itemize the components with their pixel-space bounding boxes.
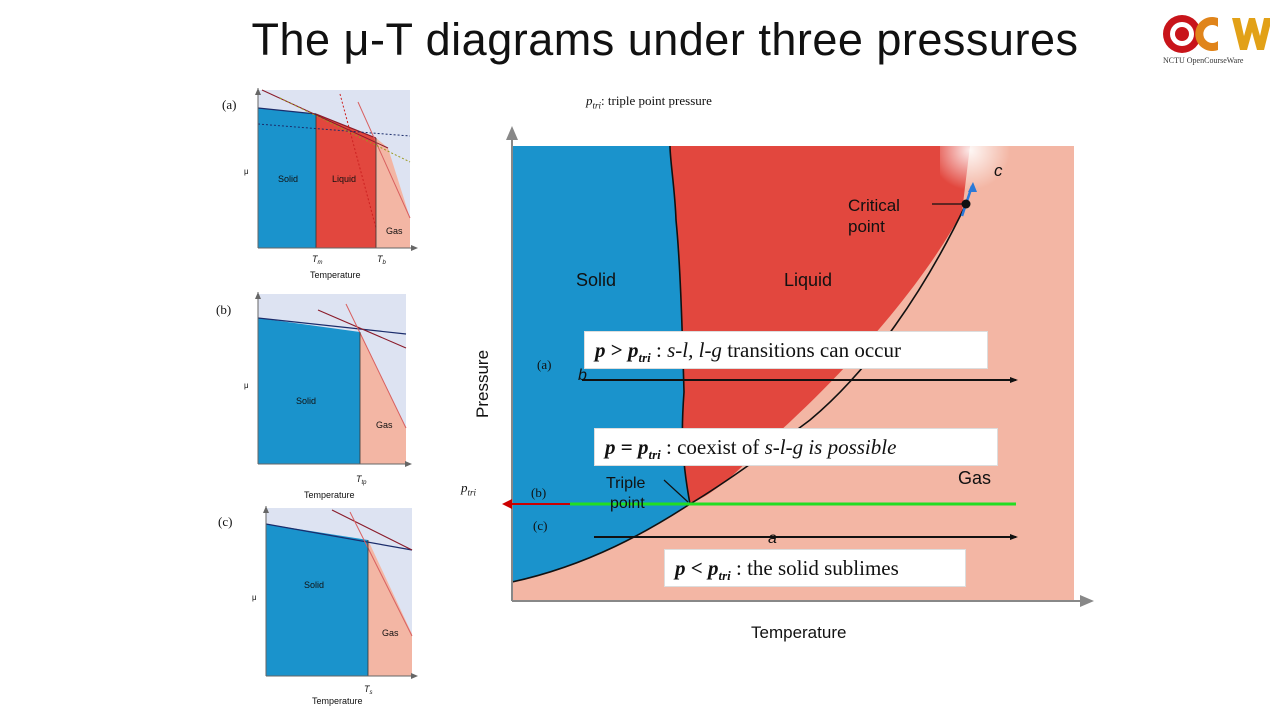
tick-tm: Tm [312,254,323,266]
slide-title: The μ-T diagrams under three pressures [251,14,1079,65]
box-equal-op: = [615,435,638,459]
ptri-axis-p: p [461,480,468,495]
x-axis-label: Temperature [312,696,363,706]
box-below-op: < [685,556,708,580]
box-equal-sub: tri [648,447,661,463]
tick-tb-sub: b [383,260,387,266]
box-equal-rest2: is possible [803,435,897,459]
box-below-p: p [675,556,686,580]
box-above-p: p [595,338,606,362]
mu-t-diagram-c: Solid Gas μ Ts Temperature [252,506,418,706]
triple-label-2: point [610,495,645,512]
ocw-logo [1163,15,1270,53]
region-solid: Solid [304,580,324,590]
ptri-axis-label: ptri [461,480,476,498]
box-equal-p: p [605,435,616,459]
c-label: c [994,161,1003,180]
box-above-rest1: : [650,338,668,362]
y-axis-label: Pressure [473,350,492,418]
tick-ts: Ts [364,684,373,696]
box-equal-rest1: : coexist of [660,435,765,459]
line-label-a: (a) [537,357,552,372]
box-p-less: p < ptri : the solid sublimes [664,549,966,587]
diagram-c-label: (c) [218,514,233,529]
critical-label-1: Critical [848,196,900,215]
y-axis-label: μ [244,381,249,390]
box-above-ptri: p [627,338,639,362]
box-equal-slg: s-l-g [764,435,804,459]
tick-tm-sub: m [318,260,323,266]
note-text: : triple point pressure [601,93,712,108]
label-solid: Solid [576,270,616,290]
y-axis-label: μ [244,167,249,176]
x-axis-label: Temperature [304,490,355,500]
critical-label-2: point [848,217,885,236]
x-axis-label: Temperature [310,270,361,280]
region-gas: Gas [386,226,403,236]
tick-tb: Tb [377,254,387,266]
box-p-equal: p = ptri : coexist of s-l-g is possible [594,428,998,466]
tick-ts-sub: s [370,690,373,696]
region-solid: Solid [296,396,316,406]
tick-ttp-sub: tp [362,480,368,486]
tick-ttp: Ttp [356,474,367,486]
triple-label-1: Triple [606,475,646,492]
diagram-b-label: (b) [216,302,232,317]
box-below-ptri: p [707,556,719,580]
box-below-sub: tri [718,568,731,584]
diagram-a-label: (a) [222,97,237,112]
region-solid: Solid [278,174,298,184]
mu-t-diagram-a: Solid Liquid Gas μ Tm Tb Temperature [244,88,418,280]
b-label: b [578,367,587,384]
phase-diagram: Solid Liquid Gas Critical point c Triple… [473,126,1094,642]
tick-tb-t: T [377,254,384,264]
x-axis-label: Temperature [751,623,846,642]
a-label: a [768,530,777,547]
box-p-greater: p > ptri : s-l, l-g transitions can occu… [584,331,988,369]
box-above-sl: s-l, l-g [667,338,722,362]
region-liquid: Liquid [332,174,356,184]
line-label-b: (b) [531,485,547,500]
box-equal-ptri: p [637,435,649,459]
box-below-rest1: : the solid sublimes [730,556,899,580]
note-symbol: p [586,93,593,108]
box-above-sub: tri [638,350,651,366]
box-above-rest2: transitions can occur [721,338,901,362]
logo-caption: NCTU OpenCourseWare [1163,56,1244,65]
note-sub: tri [592,100,602,111]
liquid-region [670,146,970,504]
y-axis-label: μ [252,593,257,602]
label-gas: Gas [958,468,991,488]
region-gas: Gas [382,628,399,638]
line-label-c: (c) [533,518,548,533]
tick-ttp-t: T [356,474,363,484]
region-gas: Gas [376,420,393,430]
mu-t-diagram-b: Solid Gas μ Ttp Temperature [244,292,412,500]
label-liquid: Liquid [784,270,832,290]
ptri-axis-sub: tri [467,487,477,498]
ptri-note: ptri: triple point pressure [586,93,712,111]
tick-tm-t: T [312,254,319,264]
box-above-op: > [605,338,628,362]
tick-ts-t: T [364,684,371,694]
